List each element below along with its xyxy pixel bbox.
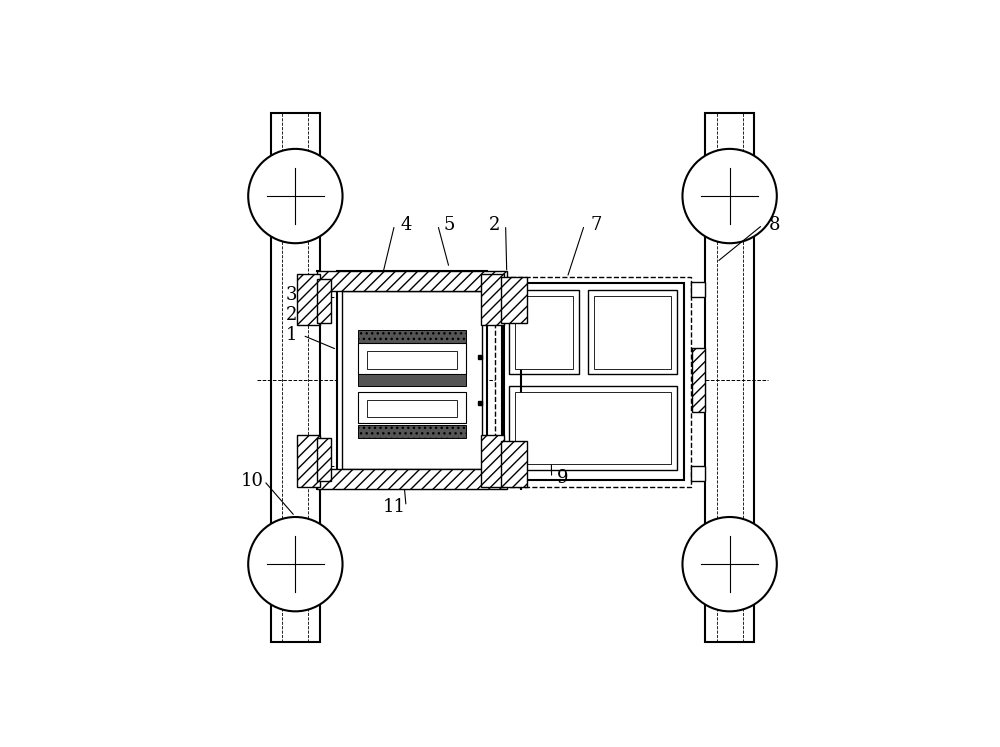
Bar: [481, 273, 504, 326]
Text: 3: 3: [285, 286, 297, 304]
Bar: [515, 391, 671, 464]
Bar: [342, 291, 482, 469]
Bar: [588, 291, 677, 374]
Text: 7: 7: [590, 216, 602, 234]
Text: 10: 10: [241, 472, 264, 490]
Text: 8: 8: [768, 216, 780, 234]
Bar: [317, 469, 507, 489]
Bar: [317, 279, 331, 323]
Bar: [502, 283, 684, 480]
Bar: [501, 441, 527, 486]
Bar: [691, 466, 705, 481]
Circle shape: [682, 149, 777, 244]
Bar: [358, 425, 466, 438]
Bar: [358, 391, 466, 424]
Text: 9: 9: [557, 469, 569, 487]
Bar: [317, 438, 331, 481]
Bar: [705, 113, 754, 642]
Bar: [358, 374, 466, 386]
Bar: [358, 330, 466, 343]
Bar: [691, 282, 705, 297]
Circle shape: [248, 517, 343, 611]
Text: 4: 4: [400, 216, 412, 234]
Text: 1: 1: [285, 326, 297, 344]
Text: 11: 11: [383, 498, 406, 515]
Bar: [594, 296, 671, 368]
Bar: [337, 271, 487, 489]
Bar: [297, 435, 320, 486]
Text: 2: 2: [488, 216, 500, 234]
Bar: [509, 386, 677, 470]
Bar: [692, 348, 705, 412]
Bar: [495, 276, 691, 486]
Bar: [509, 291, 579, 374]
Bar: [358, 343, 466, 374]
Bar: [367, 400, 457, 418]
Bar: [481, 435, 504, 486]
Circle shape: [248, 149, 343, 244]
Text: 5: 5: [444, 216, 455, 234]
Bar: [317, 271, 507, 291]
Text: 2: 2: [285, 306, 297, 324]
Bar: [297, 273, 320, 326]
Bar: [367, 351, 457, 368]
Bar: [271, 113, 320, 642]
Bar: [515, 296, 573, 368]
Circle shape: [682, 517, 777, 611]
Bar: [501, 276, 527, 323]
